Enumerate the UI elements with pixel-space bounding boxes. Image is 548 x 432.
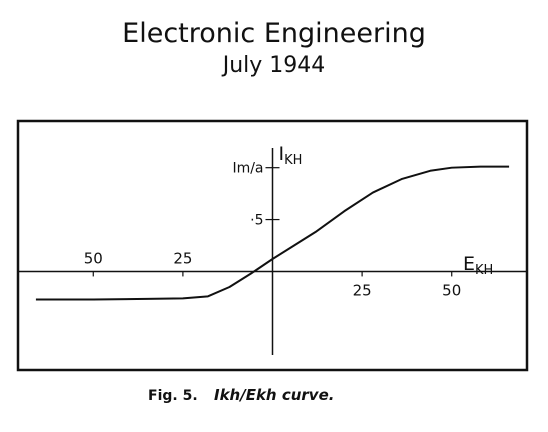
x-tick-label: 25 bbox=[173, 249, 192, 267]
y-axis-label: IKH bbox=[279, 143, 303, 168]
x-tick-label: 50 bbox=[84, 249, 103, 267]
y-axis-label-sub: KH bbox=[284, 153, 302, 168]
x-axis-label-main: E bbox=[463, 253, 475, 275]
x-tick-label: 50 bbox=[442, 281, 461, 299]
frame bbox=[16, 119, 529, 372]
y-axis-label-main: I bbox=[279, 143, 285, 165]
x-axis-label-sub: KH bbox=[475, 263, 493, 278]
y-tick-label: ·5 bbox=[250, 213, 263, 229]
chart-subtitle: July 1944 bbox=[221, 53, 326, 78]
x-tick-label: 25 bbox=[353, 281, 372, 299]
x-axis-label: EKH bbox=[463, 253, 493, 278]
caption-number: Fig. 5. bbox=[148, 388, 198, 404]
curve bbox=[35, 165, 510, 301]
caption-text: Ikh/Ekh curve. bbox=[214, 386, 334, 404]
y-tick-label: Im/a bbox=[232, 161, 263, 177]
chart-title: Electronic Engineering bbox=[122, 18, 426, 49]
